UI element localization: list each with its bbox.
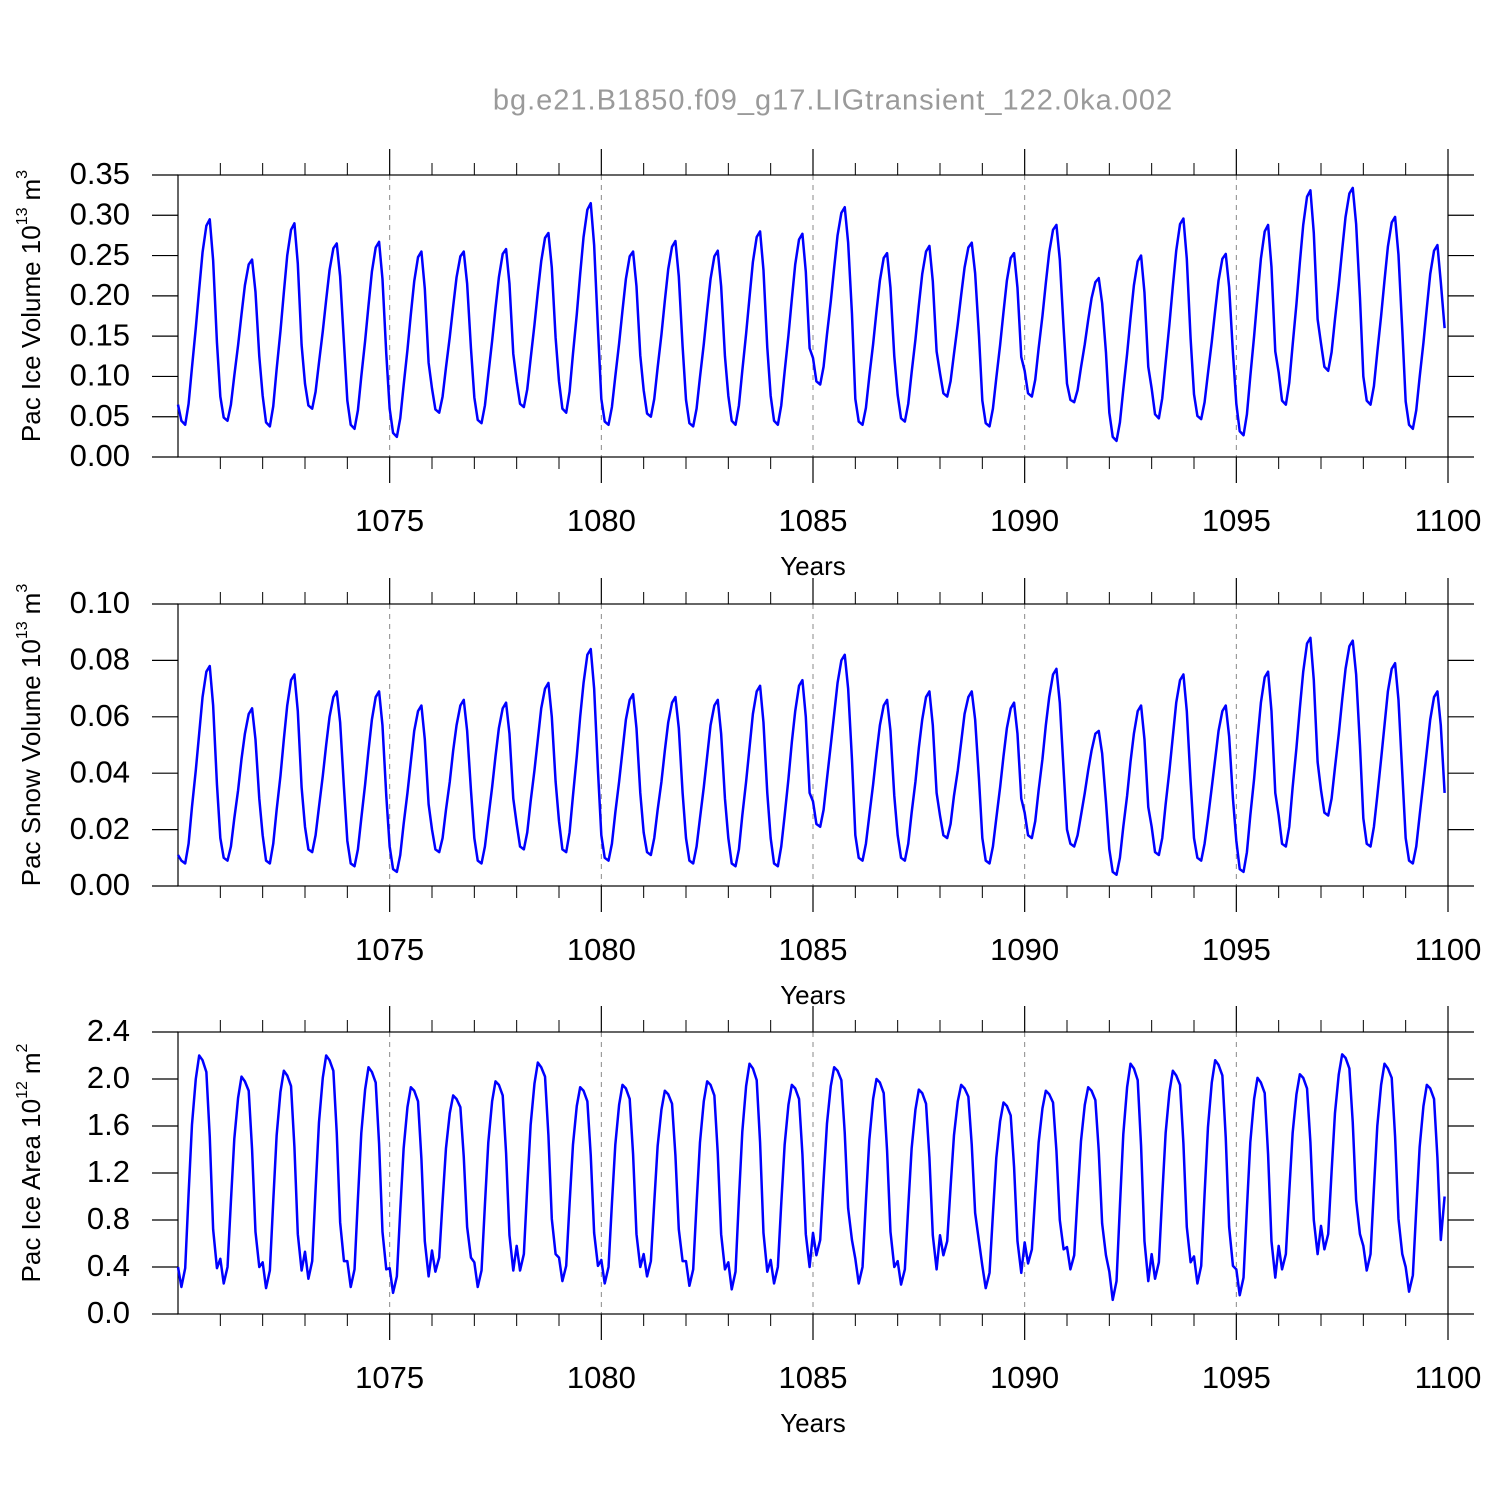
y-tick-label: 0.4 — [87, 1248, 130, 1283]
y-tick-label: 2.4 — [87, 1013, 130, 1048]
y-axis-title-exponent: 12 — [14, 1081, 31, 1099]
data-line — [176, 636, 1446, 876]
plot-frame — [177, 603, 1449, 887]
y-tick-label: 0.06 — [70, 698, 130, 733]
y-tick-label: 0.10 — [70, 358, 130, 393]
x-tick-label: 1100 — [1415, 1360, 1482, 1395]
y-tick-label: 0.20 — [70, 277, 130, 312]
x-axis-title: Years — [780, 1408, 846, 1438]
y-axis-title-exponent: 13 — [14, 207, 31, 225]
y-tick-label: 0.04 — [70, 754, 130, 789]
y-tick-label: 0.02 — [70, 811, 130, 846]
y-tick-label: 1.2 — [87, 1154, 130, 1189]
y-axis-title-exponent: 13 — [14, 621, 31, 639]
y-axis-title-text: Pac Ice Area 10 — [16, 1099, 46, 1283]
y-axis-title-text: Pac Ice Volume 10 — [16, 225, 46, 442]
x-tick-label: 1100 — [1415, 932, 1482, 967]
x-tick-label: 1080 — [567, 1360, 636, 1395]
x-axis-title: Years — [780, 980, 846, 1010]
x-tick-label: 1085 — [779, 932, 848, 967]
y-axis-title-unit-exponent: 2 — [14, 1043, 31, 1052]
y-axis-title: Pac Snow Volume 1013 m3 — [14, 584, 46, 887]
y-tick-label: 0.00 — [70, 867, 130, 902]
x-tick-label: 1095 — [1202, 932, 1271, 967]
x-tick-label: 1095 — [1202, 503, 1271, 538]
x-tick-label: 1090 — [990, 932, 1059, 967]
data-line — [176, 186, 1446, 443]
x-tick-label: 1085 — [779, 1360, 848, 1395]
y-axis-title-unit-exponent: 3 — [14, 170, 31, 179]
y-tick-label: 0.25 — [70, 237, 130, 272]
y-axis-title-text: Pac Snow Volume 10 — [16, 639, 46, 886]
y-axis-title: Pac Ice Volume 1013 m3 — [14, 170, 46, 442]
y-tick-label: 1.6 — [87, 1107, 130, 1142]
y-tick-label: 0.30 — [70, 196, 130, 231]
x-tick-label: 1100 — [1415, 503, 1482, 538]
y-axis-title-unit: m — [16, 1052, 46, 1074]
chart-title: bg.e21.B1850.f09_g17.LIGtransient_122.0k… — [493, 85, 1173, 117]
plot-frame — [177, 1031, 1449, 1315]
x-tick-label: 1085 — [779, 503, 848, 538]
x-tick-label: 1075 — [355, 932, 424, 967]
x-tick-label: 1090 — [990, 1360, 1059, 1395]
y-axis-title: Pac Ice Area 1012 m2 — [14, 1043, 46, 1282]
x-tick-label: 1080 — [567, 932, 636, 967]
y-tick-label: 0.10 — [70, 585, 130, 620]
x-tick-label: 1080 — [567, 503, 636, 538]
data-line — [176, 1053, 1446, 1302]
y-tick-label: 0.15 — [70, 317, 130, 352]
x-tick-label: 1090 — [990, 503, 1059, 538]
x-tick-label: 1095 — [1202, 1360, 1271, 1395]
y-tick-label: 2.0 — [87, 1060, 130, 1095]
y-tick-label: 0.08 — [70, 642, 130, 677]
y-axis-title-unit-exponent: 3 — [14, 584, 31, 593]
y-axis-title-unit: m — [16, 179, 46, 201]
y-tick-label: 0.00 — [70, 438, 130, 473]
y-tick-label: 0.35 — [70, 156, 130, 191]
x-tick-label: 1075 — [355, 1360, 424, 1395]
plot-frame — [177, 174, 1449, 458]
x-tick-label: 1075 — [355, 503, 424, 538]
y-tick-label: 0.05 — [70, 398, 130, 433]
y-axis-title-unit: m — [16, 593, 46, 615]
x-axis-title: Years — [780, 551, 846, 581]
y-tick-label: 0.8 — [87, 1201, 130, 1236]
y-tick-label: 0.0 — [87, 1295, 130, 1330]
